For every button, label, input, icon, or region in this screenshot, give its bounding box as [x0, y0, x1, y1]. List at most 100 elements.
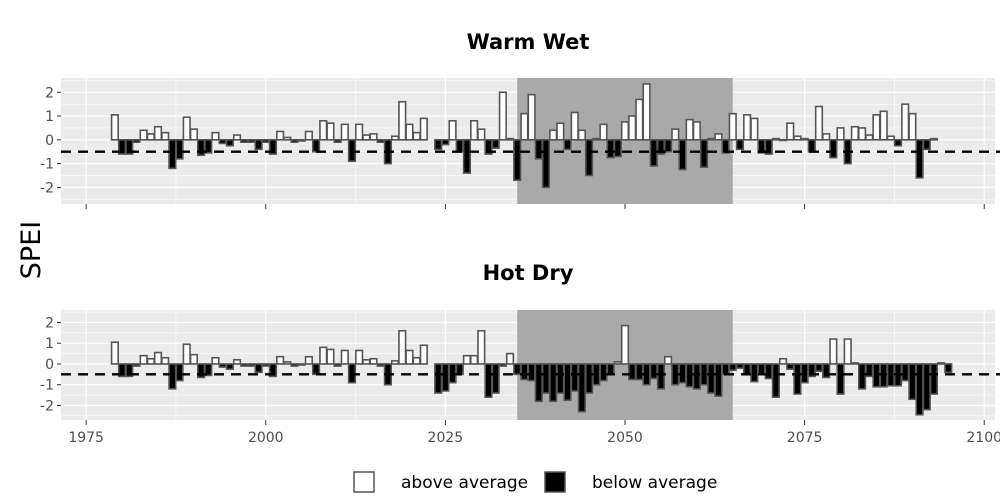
- y-tick-label: 0: [45, 357, 54, 373]
- y-tick-label: 1: [45, 336, 54, 352]
- bar-below-average: [268, 139, 278, 155]
- bar-above-average: [527, 93, 536, 141]
- bar-below-average: [204, 363, 213, 377]
- panel-2: Hot Dry -2 -1 0 1 2 1975 2000 2025 2050 2075 2100: [40, 261, 1000, 446]
- bar-above-average: [800, 137, 809, 141]
- bar-above-average: [355, 123, 364, 141]
- bar-above-average: [771, 137, 780, 141]
- bar-above-average: [153, 125, 163, 141]
- bar-below-average: [613, 139, 622, 158]
- bar-above-average: [937, 362, 946, 365]
- bar-above-average: [412, 356, 421, 365]
- bar-below-average: [527, 363, 536, 382]
- bar-below-average: [814, 363, 824, 373]
- bar-below-average: [434, 139, 443, 151]
- bar-below-average: [563, 139, 572, 151]
- y-axis-label: SPEI: [16, 221, 47, 279]
- bar-below-average: [484, 363, 493, 398]
- bar-below-average: [534, 363, 543, 403]
- bar-below-average: [735, 139, 745, 151]
- x-tick-label: 2075: [787, 430, 823, 446]
- x-tick-label: 1975: [68, 430, 104, 446]
- y-tick-label: -2: [40, 398, 54, 414]
- bar-below-average: [513, 363, 522, 376]
- bar-below-average: [498, 363, 507, 367]
- bar-above-average: [836, 127, 845, 141]
- bar-below-average: [297, 363, 306, 366]
- y-tick-label: -1: [40, 157, 54, 173]
- bar-above-average: [398, 329, 407, 365]
- y-tick-label: -1: [40, 378, 54, 394]
- bar-above-average: [743, 114, 752, 141]
- bar-above-average: [642, 83, 651, 141]
- bar-above-average: [477, 329, 486, 365]
- bar-above-average: [390, 135, 400, 141]
- bar-below-average: [656, 363, 666, 390]
- bar-above-average: [728, 112, 737, 141]
- bar-below-average: [922, 139, 931, 151]
- bar-below-average: [218, 363, 227, 368]
- bar-below-average: [333, 139, 342, 143]
- bar-below-average: [678, 139, 687, 171]
- legend: above average below average: [353, 471, 717, 493]
- bar-below-average: [800, 363, 809, 384]
- bar-above-average: [340, 123, 349, 141]
- bar-above-average: [671, 128, 680, 141]
- bar-above-average: [110, 341, 119, 365]
- bar-above-average: [570, 111, 579, 141]
- bar-above-average: [405, 123, 414, 141]
- bar-above-average: [362, 134, 371, 141]
- bar-above-average: [326, 348, 335, 365]
- bar-above-average: [390, 360, 400, 365]
- bar-above-average: [635, 98, 644, 141]
- bar-below-average: [915, 363, 924, 416]
- bar-below-average: [944, 363, 953, 374]
- bar-below-average: [699, 139, 709, 168]
- bar-below-average: [218, 139, 227, 145]
- bar-above-average: [153, 351, 163, 365]
- bar-above-average: [161, 356, 170, 365]
- bar-above-average: [405, 349, 414, 365]
- y-tick-label: 2: [45, 85, 54, 101]
- panel-title: Warm Wet: [467, 30, 590, 54]
- bar-above-average: [505, 352, 515, 365]
- bar-above-average: [778, 139, 788, 142]
- bar-above-average: [211, 356, 220, 365]
- bar-below-average: [793, 363, 802, 395]
- bar-above-average: [786, 122, 795, 141]
- bar-below-average: [606, 139, 615, 159]
- bar-below-average: [822, 363, 831, 379]
- bar-below-average: [311, 363, 321, 376]
- bar-above-average: [419, 344, 428, 365]
- bar-below-average: [721, 363, 730, 376]
- bar-below-average: [750, 363, 759, 383]
- bar-above-average: [865, 134, 874, 141]
- bar-below-average: [807, 139, 816, 153]
- bar-above-average: [886, 135, 895, 141]
- bar-below-average: [534, 139, 543, 160]
- bar-above-average: [319, 346, 328, 365]
- bar-below-average: [584, 139, 594, 177]
- highlight-period: [517, 78, 733, 204]
- bar-below-average: [254, 363, 263, 374]
- bar-above-average: [182, 116, 191, 141]
- bar-above-average: [663, 355, 673, 365]
- bar-below-average: [764, 363, 773, 380]
- bar-above-average: [139, 129, 148, 141]
- bar-above-average: [355, 349, 364, 365]
- bar-below-average: [434, 363, 443, 394]
- bar-below-average: [333, 363, 342, 367]
- bar-below-average: [663, 139, 673, 153]
- bar-above-average: [685, 118, 694, 141]
- bar-below-average: [125, 363, 134, 378]
- bar-above-average: [470, 354, 479, 365]
- bar-above-average: [110, 114, 119, 141]
- bar-below-average: [922, 363, 931, 411]
- bar-above-average: [498, 91, 507, 141]
- bar-above-average: [211, 131, 220, 141]
- bar-above-average: [714, 133, 723, 141]
- bar-above-average: [146, 357, 155, 365]
- bar-above-average: [814, 105, 824, 141]
- bar-below-average: [240, 139, 249, 143]
